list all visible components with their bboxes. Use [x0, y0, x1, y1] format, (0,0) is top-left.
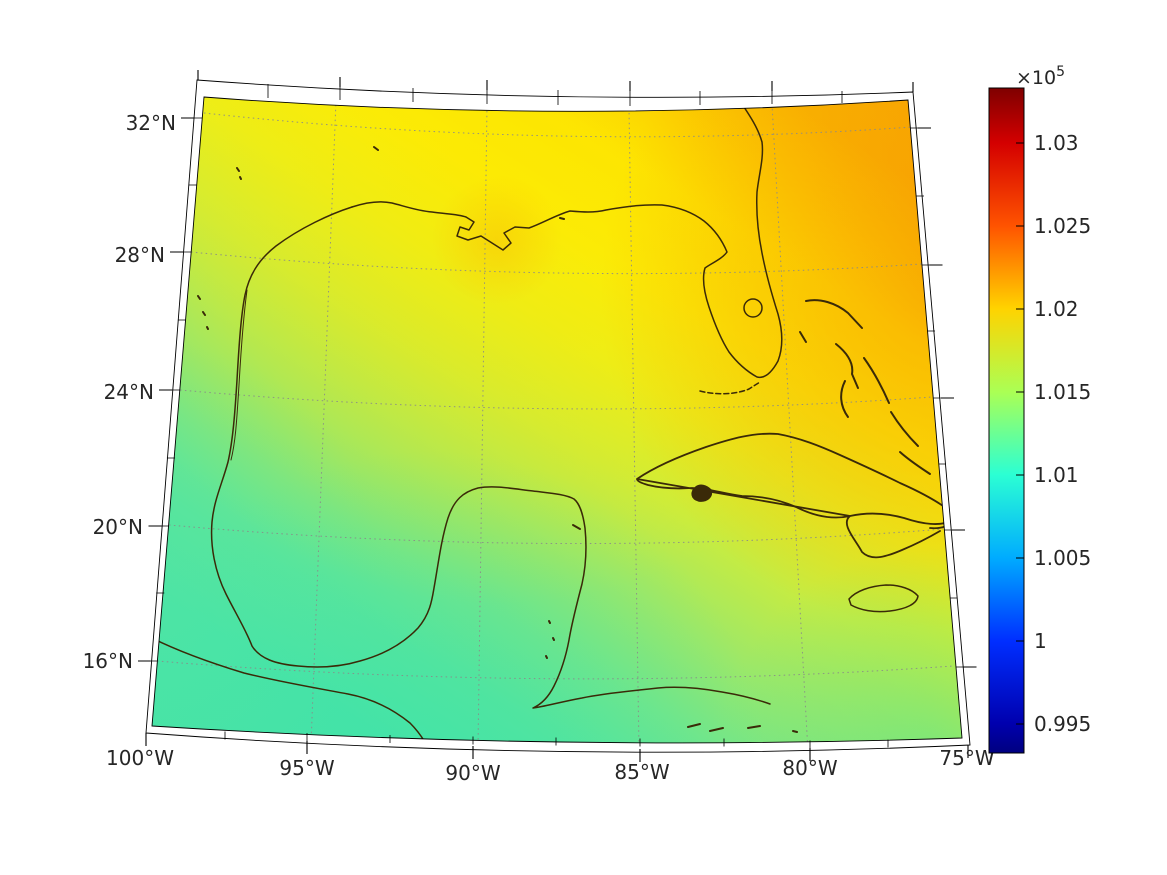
pressure-field-layer — [152, 97, 962, 743]
honduras-bay-islands — [687, 723, 798, 733]
colorbar-label-0995: 0.995 — [1034, 712, 1091, 736]
coast-pacific-mexico — [152, 637, 431, 743]
colorbar-label-1010: 1.01 — [1034, 463, 1079, 487]
lat-label-24n: 24°N — [104, 380, 154, 404]
lat-axis-labels: 32°N 28°N 24°N 20°N 16°N — [83, 111, 176, 673]
isla-de-la-juventud — [691, 484, 713, 502]
lon-ticks-top — [197, 70, 914, 92]
parallel-28n — [190, 251, 923, 275]
bahama-bimini — [799, 331, 807, 343]
meridian-85w — [628, 107, 640, 743]
bahama-grand-abaco — [805, 299, 863, 329]
coast-texas-mexico-yucatan-honduras — [210, 206, 771, 709]
lake-okeechobee — [743, 298, 763, 318]
lon-label-85w: 85°W — [614, 760, 669, 784]
axis-ticks — [138, 70, 977, 762]
lon-label-80w: 80°W — [782, 756, 837, 780]
lat-label-20n: 20°N — [93, 515, 143, 539]
colorbar-ticks — [1016, 142, 1024, 725]
parallel-20n — [168, 524, 944, 545]
bahama-exuma — [863, 357, 890, 404]
map-frame — [145, 79, 971, 753]
lat-ticks-right — [918, 127, 977, 668]
cozumel-island — [572, 524, 581, 530]
colorbar: 1.03 1.025 1.02 1.015 1.01 1.005 1 0.995… — [988, 64, 1091, 754]
colorbar-label-1015: 1.015 — [1034, 380, 1091, 404]
lon-axis-labels: 100°W 95°W 90°W 85°W 80°W 75°W — [106, 746, 995, 785]
meridian-90w — [477, 105, 488, 743]
bahama-andros — [840, 380, 849, 418]
parallel-32n — [203, 112, 913, 138]
bahama-long-island — [890, 411, 919, 447]
colorbar-label-1025: 1.025 — [1034, 214, 1091, 238]
lon-label-100w: 100°W — [106, 746, 174, 770]
bahama-eleuthera — [835, 343, 859, 389]
parallel-24n — [179, 389, 933, 410]
colorbar-multiplier-base: ×10 — [1016, 67, 1056, 89]
colorbar-multiplier-exponent: 5 — [1056, 64, 1065, 80]
bahama-crooked — [899, 451, 931, 475]
bahamas-islands — [799, 299, 931, 475]
lat-label-16n: 16°N — [83, 649, 133, 673]
frame-band-separators-left — [150, 117, 202, 662]
colorbar-tick-labels: 1.03 1.025 1.02 1.015 1.01 1.005 1 0.995 — [1034, 131, 1091, 736]
colorbar-label-1005: 1.005 — [1034, 546, 1091, 570]
lon-label-90w: 90°W — [445, 761, 500, 785]
lat-label-32n: 32°N — [126, 111, 176, 135]
lon-label-75w: 75°W — [939, 746, 994, 770]
lon-label-95w: 95°W — [279, 756, 334, 780]
coast-florida-keys — [699, 381, 761, 395]
colorbar-gradient-bar — [988, 87, 1025, 754]
lon-ticks-bottom — [145, 733, 969, 762]
belize-cays — [545, 620, 555, 659]
frame-band-separators-bottom — [224, 731, 889, 749]
frame-outer-edge — [145, 79, 971, 753]
meridian-80w — [771, 103, 809, 743]
coastlines — [152, 97, 956, 743]
graticule-grid — [156, 99, 954, 743]
field-delta-warm-overlay — [152, 97, 962, 743]
frame-band-separators-right — [910, 127, 964, 668]
lat-ticks-left — [138, 117, 194, 662]
coast-northgulf-florida — [351, 97, 783, 379]
coast-texas-barrier-islands — [230, 289, 248, 461]
coast-jamaica — [848, 584, 919, 613]
misc-specks — [197, 146, 565, 330]
frame-inner-edge — [151, 96, 963, 744]
colorbar-label-1020: 1.02 — [1034, 297, 1079, 321]
frame-band-separators-top — [267, 84, 843, 106]
small-islands-and-cays — [197, 146, 798, 733]
colorbar-label-1000: 1 — [1034, 629, 1047, 653]
colorbar-label-1030: 1.03 — [1034, 131, 1079, 155]
lat-label-28n: 28°N — [115, 243, 165, 267]
colorbar-multiplier: ×105 — [1016, 64, 1065, 89]
